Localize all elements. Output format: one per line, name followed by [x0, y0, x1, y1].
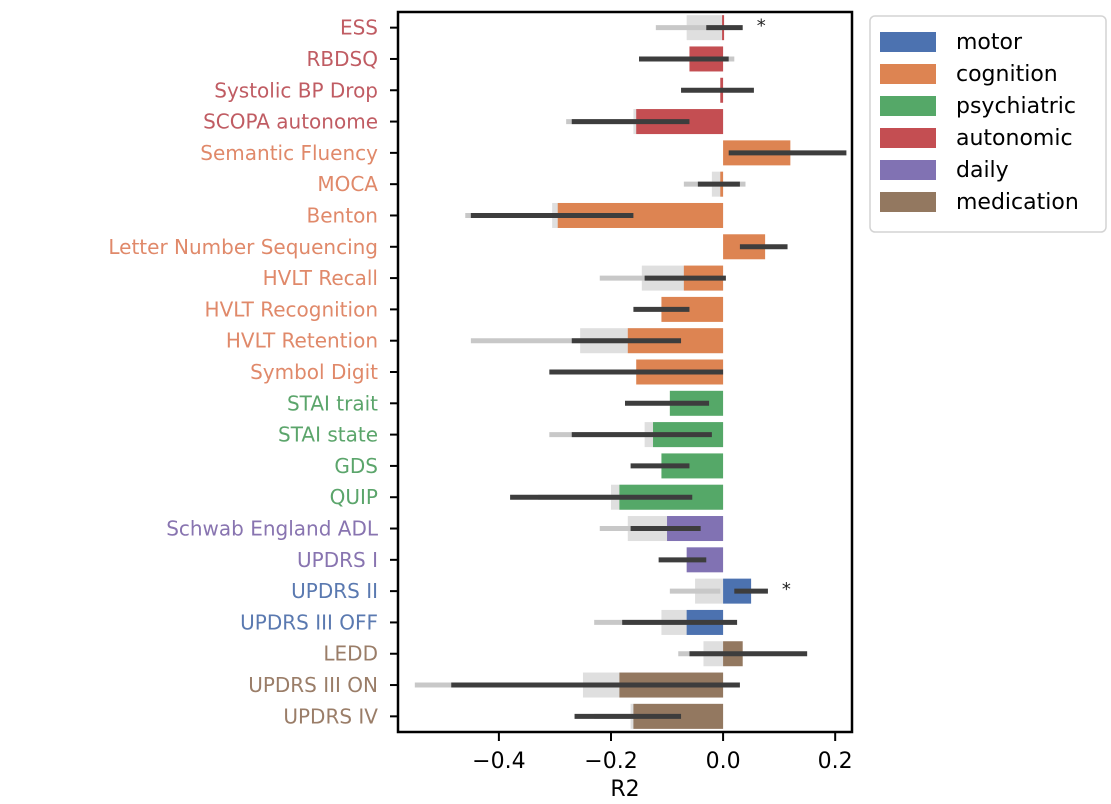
x-axis-label: R2 [610, 777, 639, 802]
x-tick-label: −0.2 [584, 749, 637, 774]
legend-label: daily [956, 158, 1009, 183]
y-tick-label: RBDSQ [307, 47, 378, 71]
x-tick-label: 0.2 [818, 749, 853, 774]
legend: motor cognition psychiatric autonomic daily m… [869, 15, 1107, 233]
y-tick-label: Letter Number Sequencing [108, 235, 378, 259]
y-tick-label: LEDD [323, 642, 378, 666]
legend-label: autonomic [956, 126, 1073, 151]
y-tick-label: ESS [340, 16, 378, 40]
y-tick-label: UPDRS I [297, 548, 378, 572]
y-tick-label: Systolic BP Drop [214, 78, 378, 102]
significance-star: * [757, 16, 766, 37]
x-tick-label: 0.0 [706, 749, 741, 774]
y-tick-label: GDS [334, 454, 378, 478]
legend-label: cognition [956, 62, 1058, 87]
y-tick-label: HVLT Recognition [205, 297, 378, 321]
y-tick-label: STAI state [278, 423, 378, 447]
y-tick-label: UPDRS III ON [248, 673, 378, 697]
plot-frame [396, 10, 854, 734]
y-tick-label: SCOPA autonome [203, 110, 378, 134]
y-tick-label: UPDRS II [291, 579, 378, 603]
axes: −0.4 −0.2 0.0 0.2 R2 [390, 10, 854, 802]
y-tick-label: STAI trait [287, 391, 378, 415]
legend-swatch [880, 32, 936, 52]
legend-swatch [880, 192, 936, 212]
y-tick-label: MOCA [317, 172, 378, 196]
y-tick-label: QUIP [330, 485, 378, 509]
legend-swatch [880, 64, 936, 84]
y-tick-labels: ESS RBDSQ Systolic BP Drop SCOPA autonome Se… [108, 16, 378, 729]
significance-star: * [782, 579, 791, 600]
error-bars: ** [451, 16, 847, 719]
y-tick-label: HVLT Recall [263, 266, 378, 290]
y-tick-label: Semantic Fluency [200, 141, 378, 165]
legend-label: medication [956, 190, 1079, 215]
y-tick-label: Schwab England ADL [166, 517, 379, 541]
y-tick-label: UPDRS IV [283, 704, 378, 728]
y-tick-label: Symbol Digit [250, 360, 378, 384]
x-tick-label: −0.4 [472, 749, 525, 774]
legend-label: psychiatric [956, 94, 1076, 119]
y-tick-label: Benton [307, 203, 378, 227]
y-tick-label: HVLT Retention [226, 329, 378, 353]
legend-swatch [880, 160, 936, 180]
legend-swatch [880, 128, 936, 148]
y-tick-label: UPDRS III OFF [240, 610, 378, 634]
legend-swatch [880, 96, 936, 116]
legend-label: motor [956, 30, 1023, 55]
